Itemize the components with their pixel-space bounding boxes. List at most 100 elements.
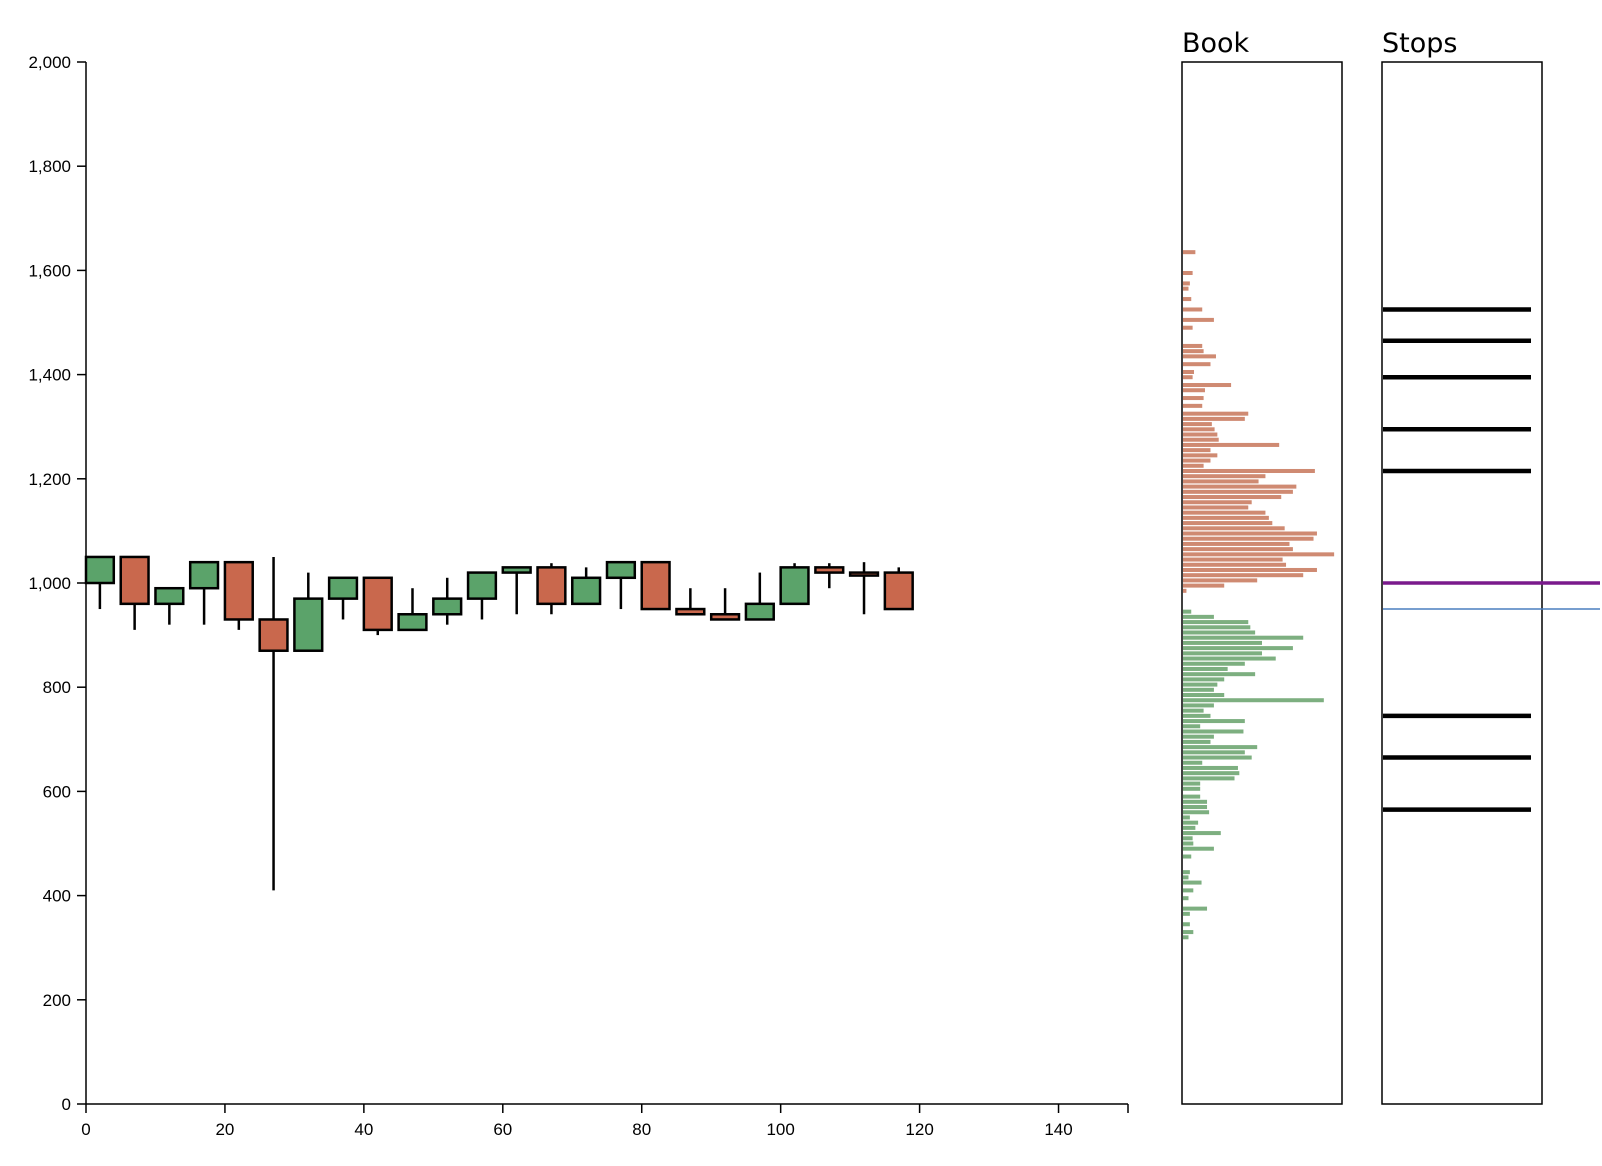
y-tick-label: 1,800 [28,157,71,176]
candle-body [327,576,359,600]
bid-bar [1183,609,1192,614]
candle-body [848,571,880,577]
candle-body [640,560,671,611]
candle-body [466,571,498,600]
ask-bar [1183,526,1285,531]
x-tick-label: 40 [354,1120,373,1139]
bid-bar [1183,745,1258,750]
ask-bar [1183,515,1269,520]
ask-bar [1183,448,1211,453]
ask-bar [1183,453,1218,458]
ask-bar [1183,354,1216,359]
candle-body [675,607,706,616]
ask-bar [1183,583,1225,588]
ask-bar [1183,510,1266,515]
bid-bar [1183,846,1214,851]
bid-bar [1183,906,1208,911]
candle-body [258,618,289,652]
y-tick-label: 1,200 [28,470,71,489]
candle-body [883,571,914,611]
y-tick-label: 1,600 [28,261,71,280]
bid-bar [1183,825,1196,830]
bid-bar [1183,820,1199,825]
bid-bar [1183,708,1204,713]
ask-bar [1183,343,1203,348]
ask-bar [1183,369,1194,374]
bid-bar [1183,799,1208,804]
candlestick-chart: 02004006008001,0001,2001,4001,6001,8002,… [28,53,1129,1139]
y-tick-label: 600 [43,782,71,801]
bid-bar [1183,854,1192,859]
bid-bar [1183,620,1249,625]
candle-body [536,566,567,606]
ask-bar [1183,349,1204,354]
candle-body [397,613,428,632]
y-tick-label: 800 [43,678,71,697]
ask-bar [1183,547,1293,552]
bid-bar [1183,880,1202,885]
candle-body [571,576,602,606]
candle-body [744,602,775,621]
ask-bar [1183,437,1219,442]
book-frame [1181,61,1343,1105]
bid-bar [1183,815,1190,820]
ask-bar [1183,403,1203,408]
bid-bar [1183,896,1189,901]
bid-bar [1183,870,1190,875]
ask-bar [1183,396,1204,401]
ask-bar [1183,250,1196,255]
ask-bar [1183,388,1205,393]
ask-bar [1183,307,1203,312]
bid-bar [1183,677,1225,682]
bid-bar [1183,810,1210,815]
bid-bar [1183,805,1208,810]
bid-bar [1183,625,1251,630]
candle-body [432,597,463,616]
bid-bar [1183,888,1194,893]
ask-bar [1183,297,1192,302]
candle-body [709,613,741,621]
bid-bar [1183,922,1190,927]
x-tick-label: 120 [905,1120,933,1139]
x-tick-label: 60 [493,1120,512,1139]
candle-body [154,586,185,606]
bid-bar [1183,703,1214,708]
ask-bar [1183,383,1232,388]
book-title: Book [1182,28,1250,59]
bid-bar [1183,672,1256,677]
bid-bar [1183,651,1262,656]
ask-bar [1183,531,1317,536]
ask-bar [1183,468,1315,473]
bid-bar [1183,836,1193,841]
bid-bar [1183,661,1245,666]
candle-body [119,555,150,606]
bid-bar [1183,776,1235,781]
ask-bar [1183,474,1266,479]
y-tick-label: 2,000 [28,53,71,72]
candle-body [814,566,845,574]
ask-bar [1183,362,1211,367]
ask-bar [1183,479,1259,484]
bid-bar [1183,755,1252,760]
candle-body [362,576,393,632]
ask-bar [1183,286,1189,291]
y-tick-label: 1,400 [28,366,71,385]
stops-title: Stops [1382,28,1457,59]
bid-bar [1183,750,1245,755]
ask-bar [1183,578,1258,583]
candle-body [293,597,324,652]
ask-bar [1183,588,1187,593]
bid-bar [1183,841,1194,846]
ask-bar [1183,325,1193,330]
x-tick-label: 20 [215,1120,234,1139]
ask-bar [1183,489,1293,494]
y-tick-label: 400 [43,887,71,906]
bid-bar [1183,682,1218,687]
ask-bar [1183,427,1215,432]
bid-bar [1183,724,1201,729]
ask-bar [1183,416,1245,421]
bid-bar [1183,935,1189,940]
bid-bar [1183,640,1262,645]
ask-bar [1183,484,1297,489]
order-book-panel: Book [1181,28,1343,1105]
